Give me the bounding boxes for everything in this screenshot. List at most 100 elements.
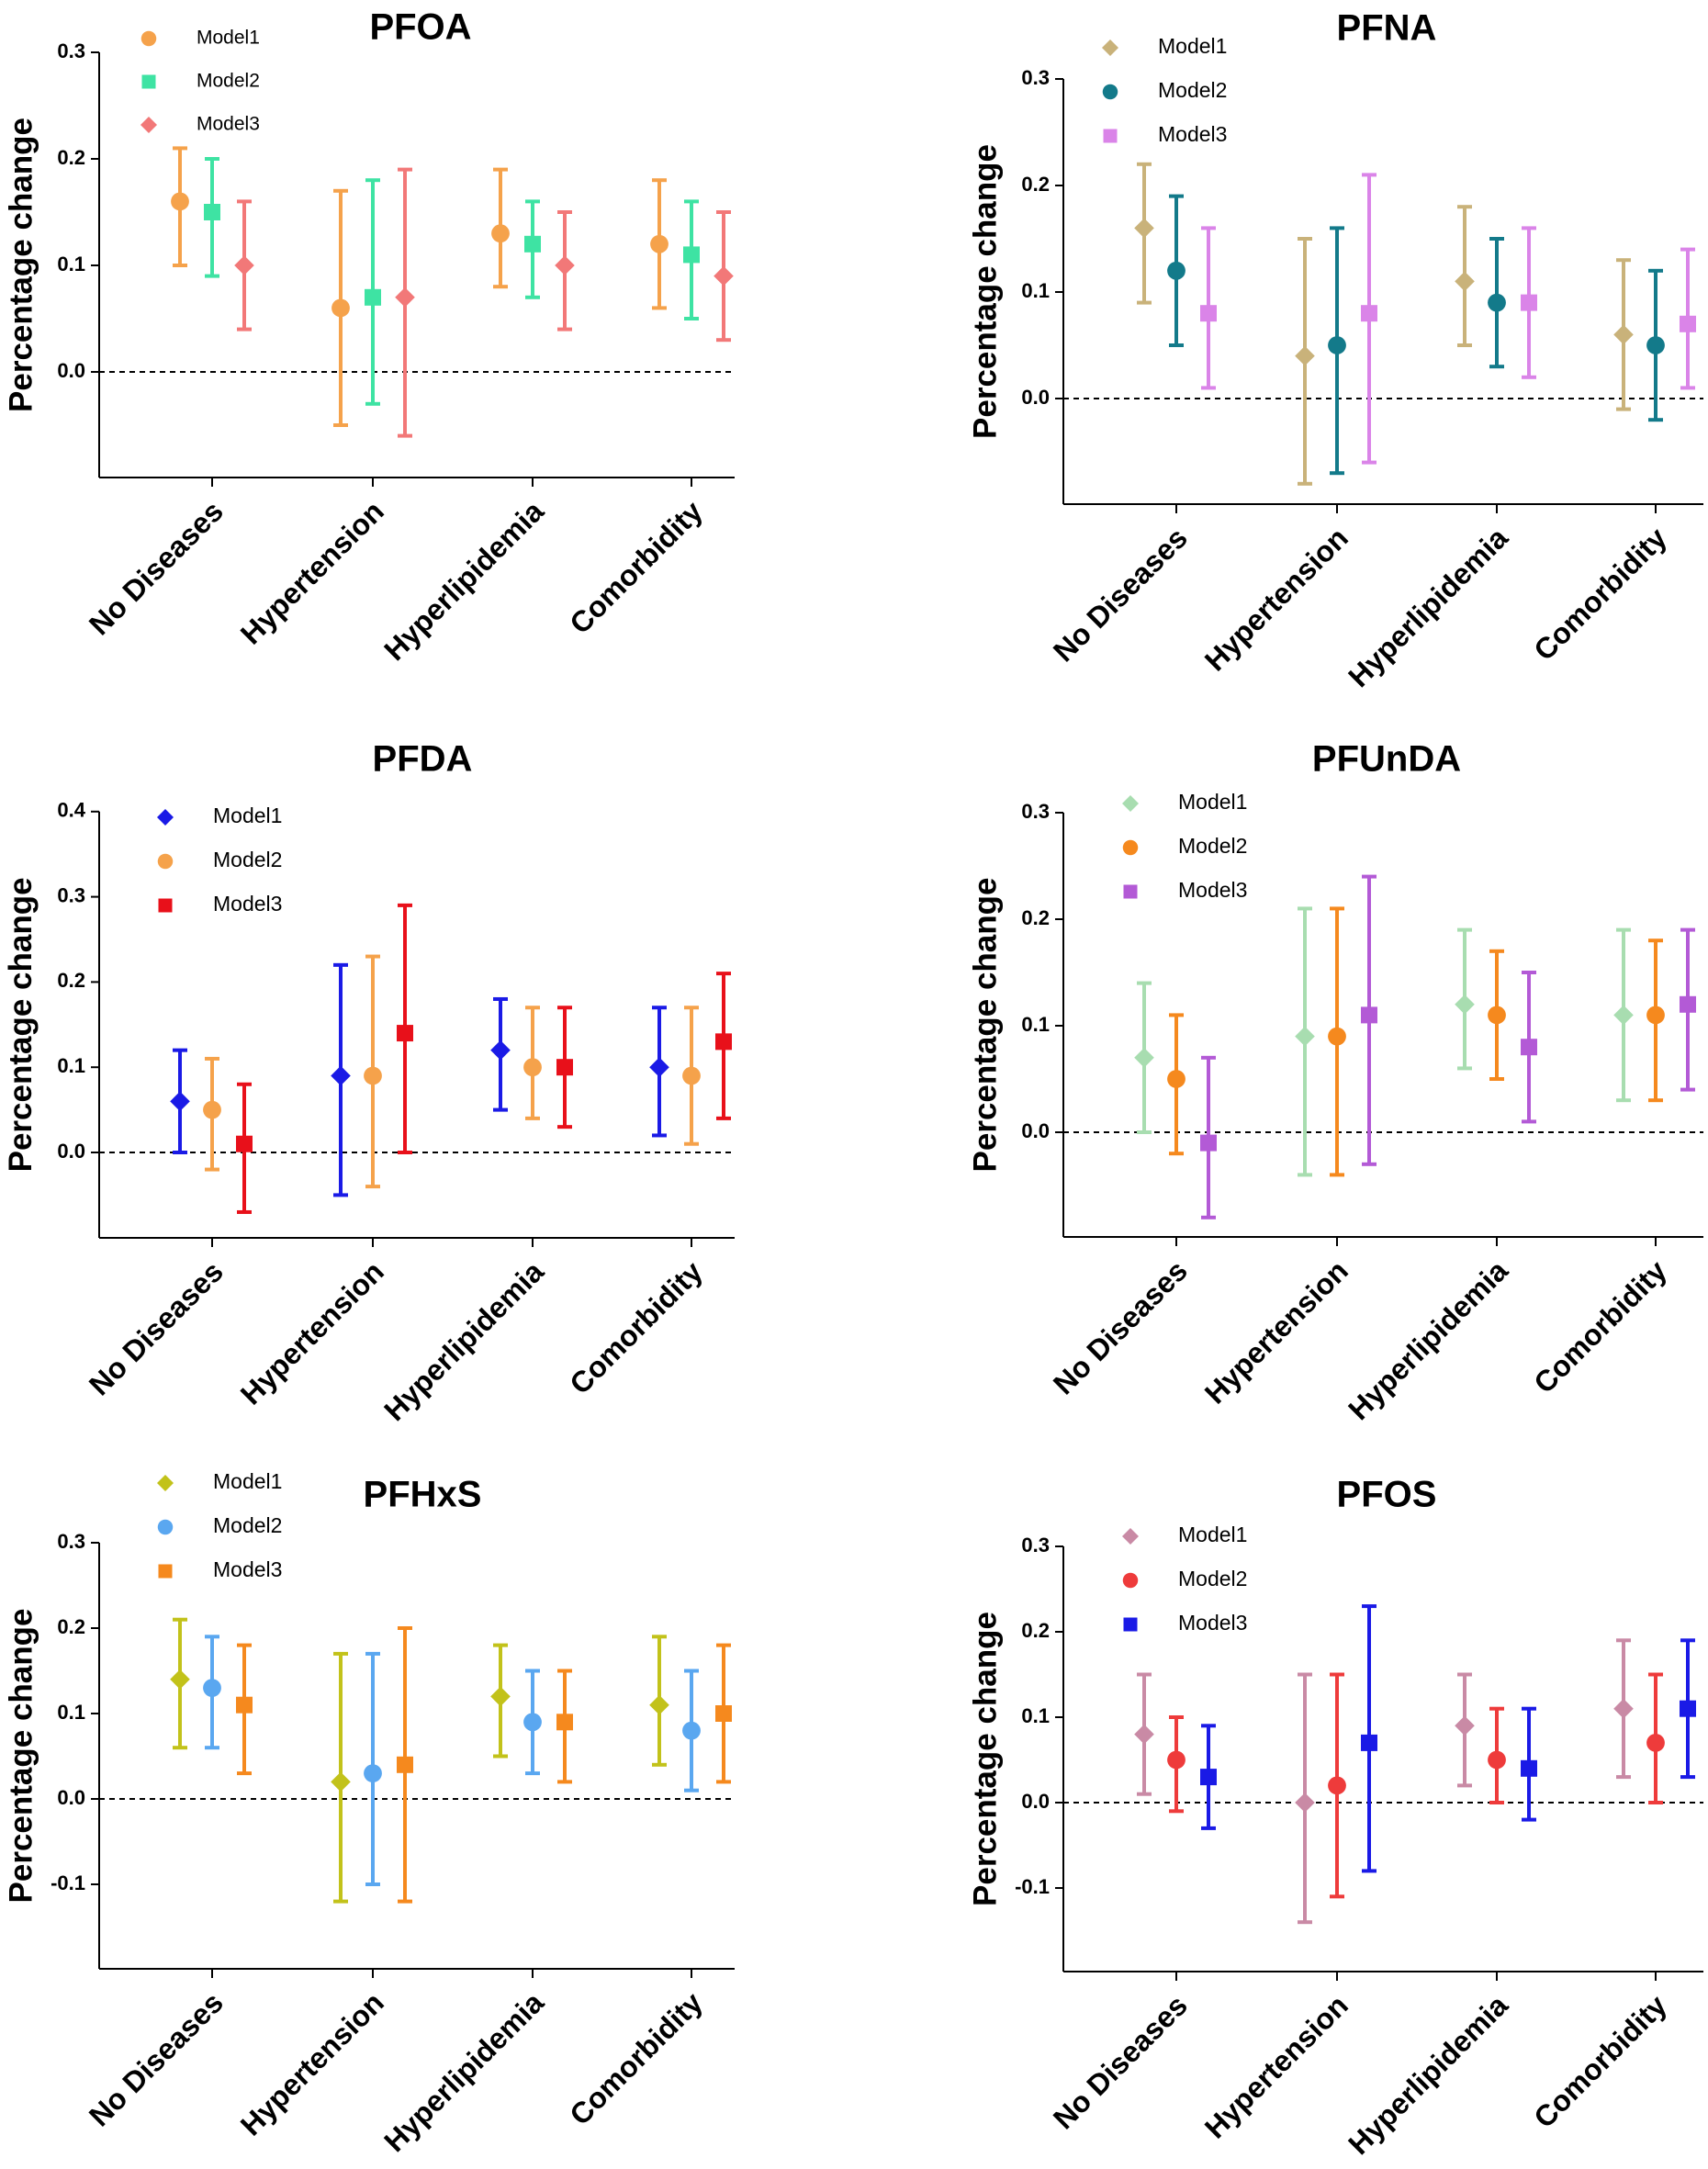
data-point [714,265,734,287]
data-point [1295,1793,1315,1813]
legend-marker [158,898,173,913]
legend-label: Model1 [213,1469,282,1493]
data-point [203,1100,221,1119]
x-tick-label: Comorbidity [563,1985,709,2131]
y-axis-label: Percentage change [3,877,39,1172]
panel-pfna: PFNA 0.0 0.1 0.2 0.3 Percentage change No Dise… [967,8,1703,693]
data-point [364,1764,382,1782]
y-tick-label: 0.2 [57,969,85,992]
y-tick-label: 0.3 [1021,66,1050,89]
legend-marker [157,853,174,870]
data-point [1361,305,1377,322]
panel-pfoa: PFOA 0.0 0.1 0.2 0.3 Percentage change No Dise… [3,7,735,667]
legend-marker [1122,1528,1139,1545]
y-tick-label: 0.1 [1021,1013,1050,1036]
data-point [490,1686,511,1707]
y-tick-label: 0.0 [57,1140,85,1163]
x-tick-label: No Diseases [1047,521,1194,668]
data-point [203,1679,221,1697]
legend-marker [140,117,157,133]
data-point [1167,1750,1185,1770]
data-point [1488,293,1506,312]
series-model2 [203,954,701,1189]
data-point [1455,271,1475,292]
panel-pfos: PFOS -0.1 0.0 0.1 0.2 0.3 Percentage change No … [967,1475,1703,2161]
data-point [1328,1776,1346,1795]
x-tick-label: Hypertension [234,494,390,650]
y-tick-label: 0.3 [57,1530,85,1553]
legend-marker [1122,839,1139,856]
series-model3 [236,903,732,1214]
legend-label: Model1 [213,804,282,827]
data-point [331,298,350,318]
x-tick-label: Comorbidity [563,1254,709,1400]
data-point [524,235,541,253]
data-point [1680,995,1696,1013]
legend-label: Model3 [1158,122,1227,146]
x-tick-label: No Diseases [83,1254,230,1401]
data-point [170,1091,190,1112]
data-point [1646,1734,1665,1752]
y-tick-label: 0.1 [1021,279,1050,302]
legend-label: Model2 [1158,78,1227,102]
panel-title: PFUnDA [1312,739,1461,780]
legend-label: Model2 [213,1513,282,1537]
y-axis-label: Percentage change [967,1612,1003,1906]
series-model1 [1134,162,1634,486]
legend-label: Model3 [1178,878,1247,902]
data-point [683,246,700,264]
data-point [491,224,510,243]
data-point [1200,305,1217,322]
legend: Model1 Model2 Model3 [157,804,282,916]
x-tick-label: No Diseases [83,1985,230,2132]
legend-label: Model1 [197,28,260,49]
panel-pfunda: PFUnDA 0.0 0.1 0.2 0.3 Percentage change No Di… [967,739,1703,1426]
legend-label: Model1 [1178,790,1247,814]
x-tick-label: Hypertension [234,1985,390,2141]
y-tick-label: 0.2 [1021,906,1050,929]
series-model3 [236,1626,732,1904]
data-point [1521,294,1537,311]
legend-label: Model3 [213,892,282,916]
data-point [1613,324,1634,345]
data-point [1455,1715,1475,1736]
data-point [523,1713,542,1732]
panel-pfda: PFDA 0.0 0.1 0.2 0.3 0.4 Percentage change No D… [3,739,735,1427]
x-tick-label: Comorbidity [1527,1253,1673,1399]
data-point [715,1705,732,1722]
y-tick-label: 0.4 [57,799,85,822]
legend-label: Model2 [1178,1567,1247,1590]
series-model2 [203,1635,701,1886]
legend-marker [1103,129,1118,143]
legend-marker [1123,884,1138,899]
x-tick-label: Hypertension [1198,521,1354,677]
y-tick-label: 0.3 [1021,800,1050,823]
data-point [1295,345,1315,366]
data-point [1167,1070,1185,1088]
legend-marker [157,1519,174,1535]
data-point [1613,1005,1634,1026]
y-tick-label: 0.0 [57,1786,85,1809]
data-point [1613,1698,1634,1719]
series-model2 [1167,906,1665,1177]
x-tick-label: No Diseases [83,494,230,641]
data-point [1455,995,1475,1015]
x-tick-label: Hyperlipidemia [1342,521,1514,693]
series-model3 [1200,874,1696,1219]
y-tick-label: -0.1 [51,1871,85,1894]
y-tick-label: 0.0 [1021,1119,1050,1142]
data-point [1646,336,1665,354]
legend-marker [158,1564,173,1579]
x-tick-label: Comorbidity [1527,521,1673,667]
data-point [1361,1734,1377,1751]
data-point [1134,1724,1154,1745]
data-point [171,192,189,211]
legend: Model1 Model2 Model3 [1102,34,1227,146]
series-model1 [170,962,669,1197]
data-point [715,1033,732,1051]
x-tick-label: Hyperlipidemia [377,494,550,667]
x-tick-label: Hyperlipidemia [377,1985,550,2158]
data-point [1646,1006,1665,1025]
legend-marker [141,74,156,89]
y-tick-label: 0.2 [57,1615,85,1638]
